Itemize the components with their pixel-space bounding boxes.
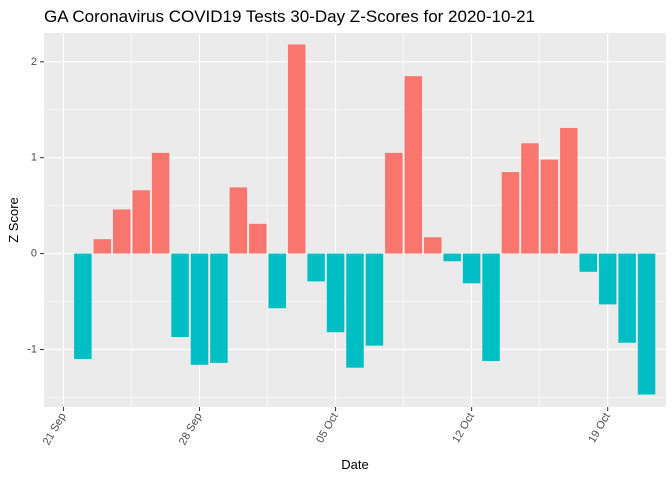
- bar: [560, 127, 578, 254]
- bar: [443, 253, 461, 262]
- bar: [404, 76, 423, 254]
- bar: [249, 223, 267, 254]
- x-tick-label: 05 Oct: [314, 411, 341, 445]
- chart-title: GA Coronavirus COVID19 Tests 30-Day Z-Sc…: [44, 7, 535, 26]
- bar: [598, 253, 617, 305]
- bar: [307, 253, 325, 282]
- bar: [540, 159, 559, 254]
- x-axis-title: Date: [341, 457, 368, 472]
- bar: [521, 143, 539, 254]
- bar: [171, 253, 189, 337]
- x-axis: 21 Sep 28 Sep 05 Oct 12 Oct 19 Oct: [41, 407, 613, 447]
- x-tick-label: 21 Sep: [41, 411, 69, 447]
- bar: [151, 152, 170, 254]
- y-tick-label: 1: [31, 152, 37, 164]
- bar: [462, 253, 481, 284]
- bar: [287, 44, 306, 254]
- y-tick-label: 0: [31, 248, 37, 260]
- bar: [346, 253, 364, 368]
- bar: [501, 172, 520, 254]
- bar: [132, 190, 150, 254]
- bar: [326, 253, 345, 333]
- bar: [637, 253, 656, 395]
- bar: [74, 253, 92, 360]
- bar: [424, 237, 442, 254]
- bar: [482, 253, 500, 361]
- x-tick-label: 19 Oct: [586, 411, 613, 445]
- y-axis-title: Z Score: [6, 197, 21, 243]
- bar: [229, 187, 248, 254]
- bars: [74, 44, 656, 395]
- bar: [190, 253, 209, 365]
- bar: [113, 209, 131, 254]
- y-axis: -1 0 1 2: [27, 56, 44, 355]
- bar: [618, 253, 636, 343]
- bar: [579, 253, 597, 272]
- bar: [365, 253, 384, 346]
- y-tick-label: -1: [27, 343, 37, 355]
- bar: [210, 253, 228, 363]
- bar: [268, 253, 286, 309]
- bar: [385, 152, 403, 254]
- y-tick-label: 2: [31, 56, 37, 68]
- x-tick-label: 12 Oct: [450, 411, 477, 445]
- x-tick-label: 28 Sep: [177, 411, 205, 447]
- bar: [93, 239, 112, 254]
